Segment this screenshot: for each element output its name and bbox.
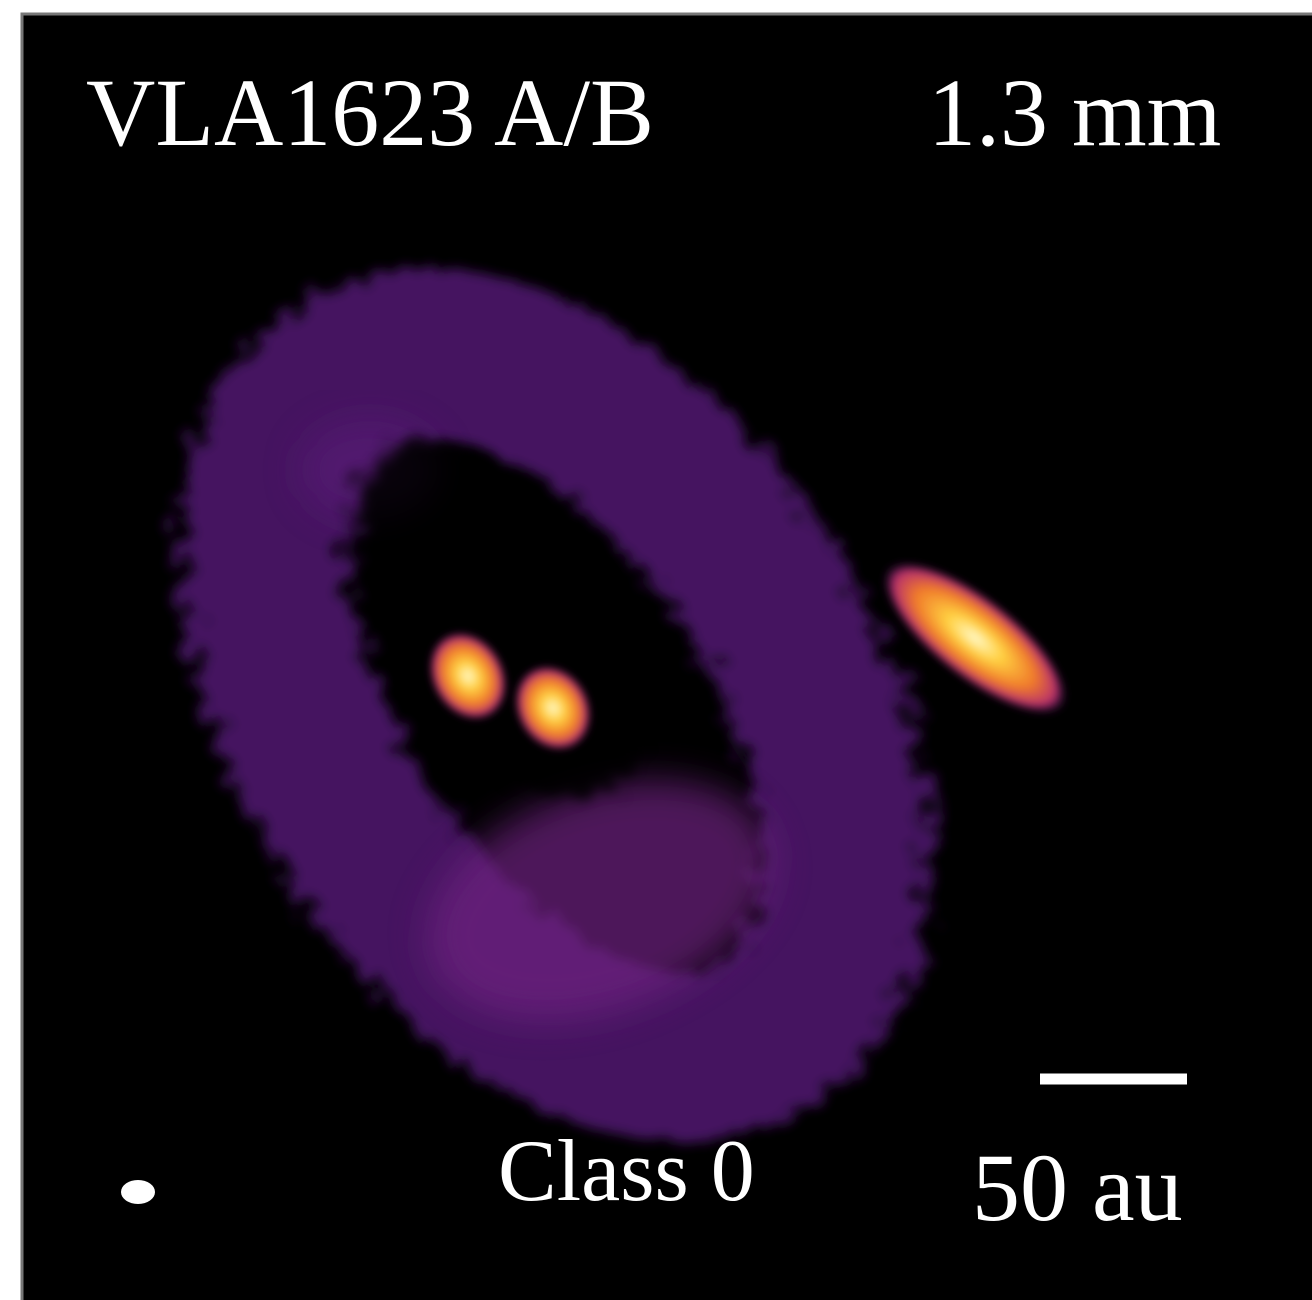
title: VLA1623 A/B [86, 59, 654, 166]
class-label: Class 0 [498, 1123, 755, 1220]
beam [121, 1180, 155, 1204]
page: VLA1623 A/B 1.3 mm Class 0 50 au (() => … [0, 0, 1312, 1300]
wavelength: 1.3 mm [928, 59, 1221, 166]
scale-label: 50 au [972, 1134, 1183, 1241]
astro-image: VLA1623 A/B 1.3 mm Class 0 50 au [0, 0, 1312, 1300]
